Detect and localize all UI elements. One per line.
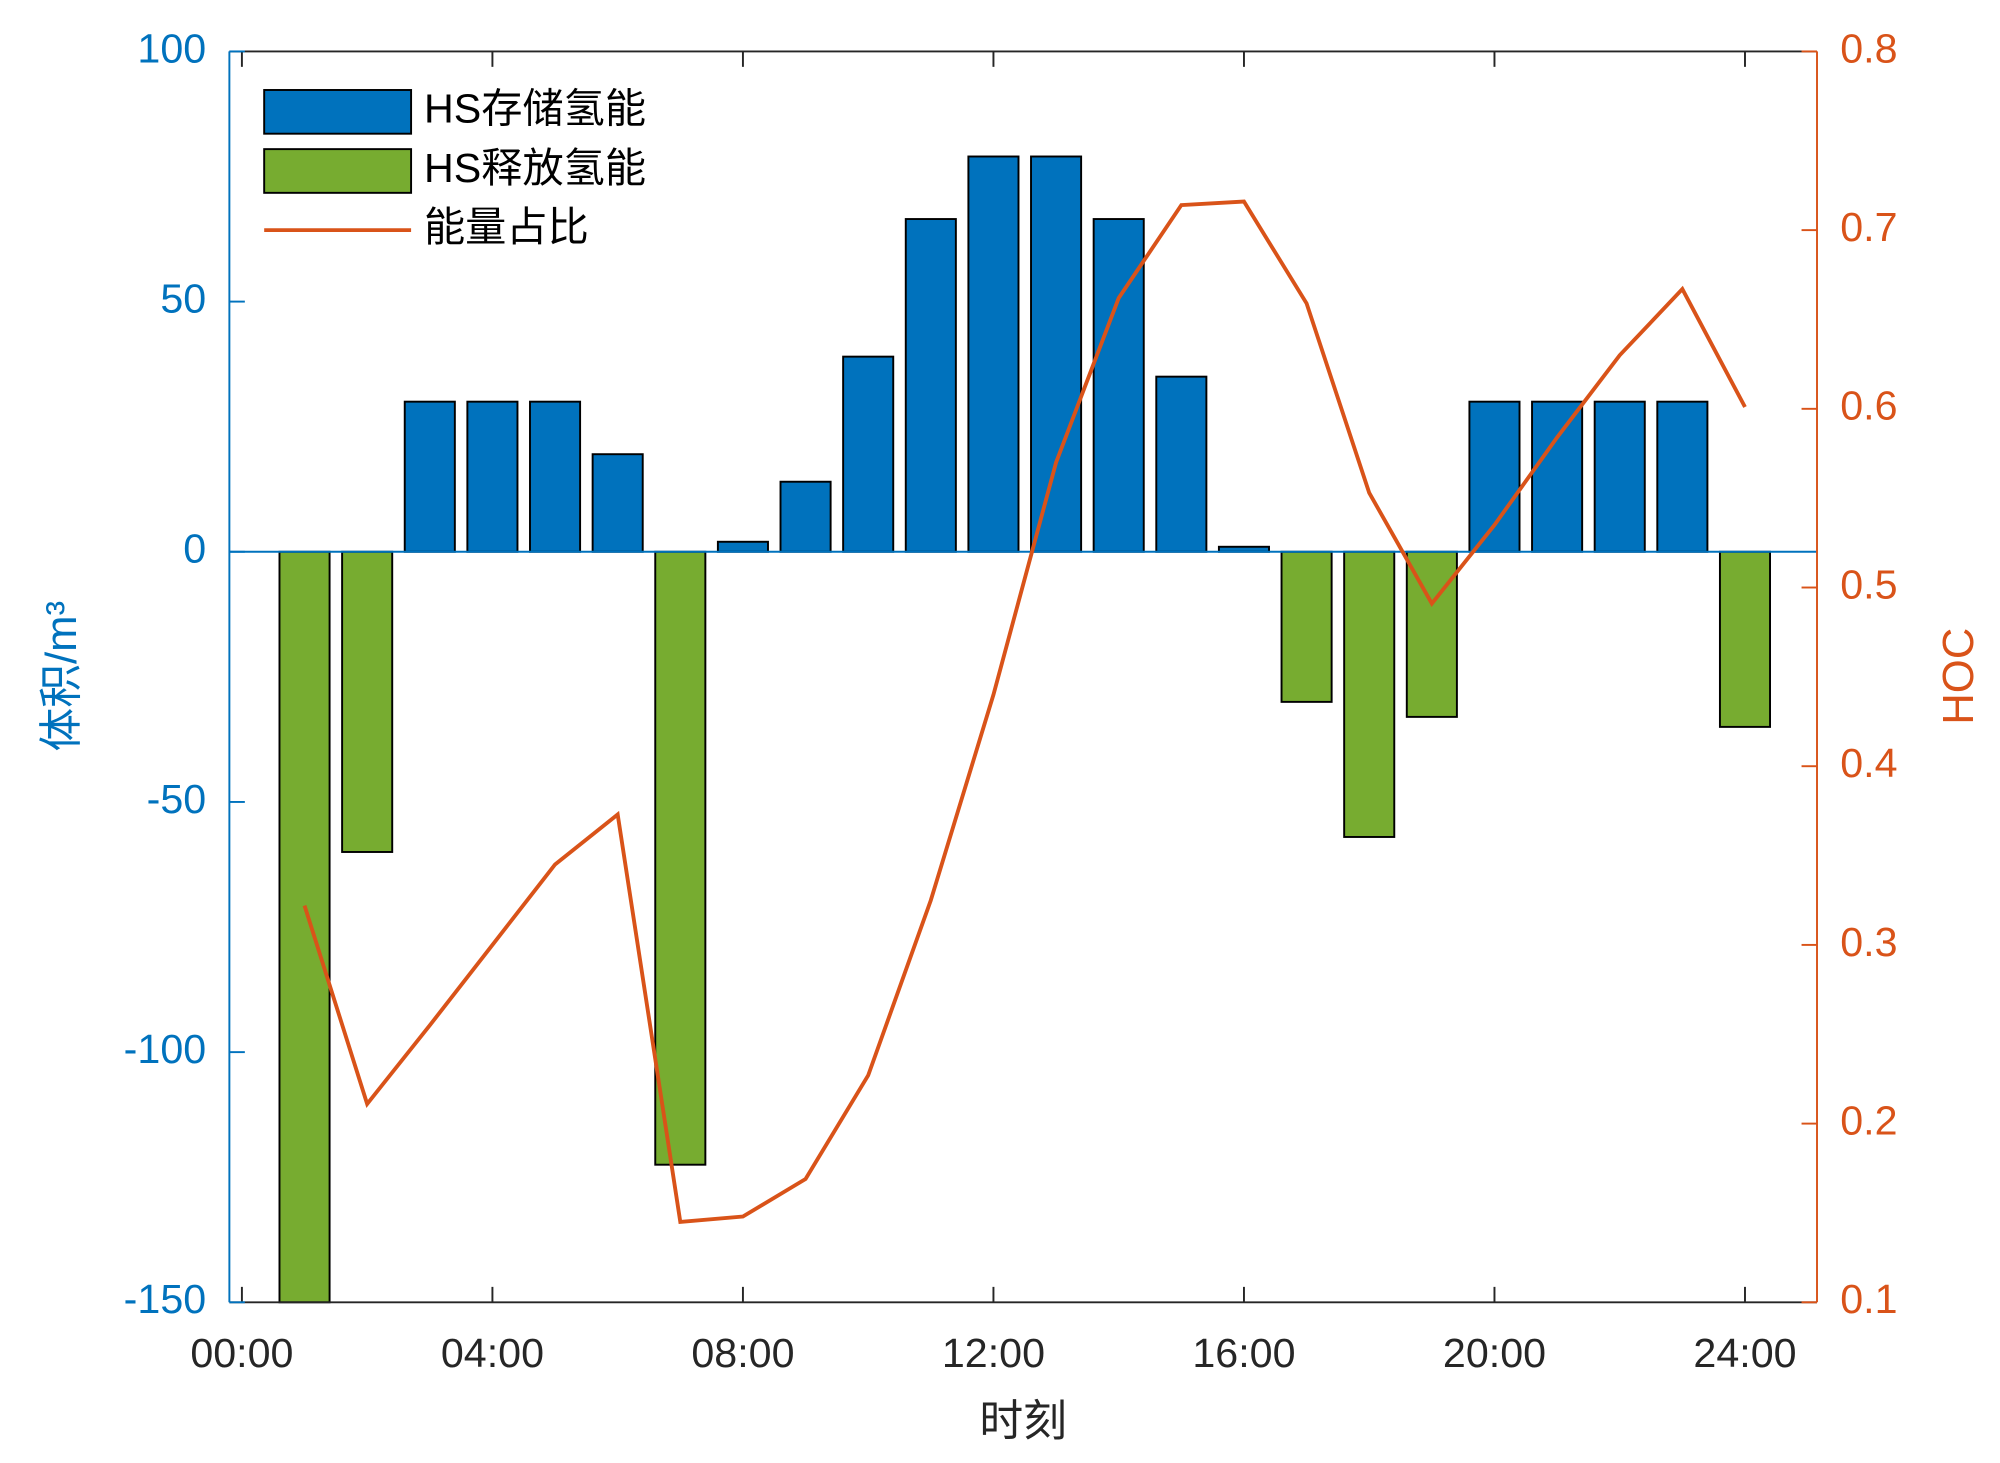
bar bbox=[1343, 550, 1396, 838]
bar bbox=[967, 155, 1020, 553]
x-tick-label: 16:00 bbox=[1192, 1330, 1295, 1376]
bar bbox=[1030, 155, 1083, 553]
y2-tick-label: 0.6 bbox=[1840, 383, 1897, 429]
y-tick-label: 0 bbox=[183, 526, 206, 572]
bar bbox=[904, 218, 957, 553]
x-tick-label: 04:00 bbox=[441, 1330, 544, 1376]
bar bbox=[1405, 550, 1458, 718]
bar bbox=[403, 400, 456, 553]
x-tick-label: 08:00 bbox=[691, 1330, 794, 1376]
bar bbox=[591, 453, 644, 553]
legend-swatch bbox=[263, 148, 413, 194]
legend-swatch bbox=[263, 89, 413, 135]
y-tick-label: -100 bbox=[124, 1026, 207, 1072]
y-tick-label: -50 bbox=[147, 776, 207, 822]
line bbox=[302, 199, 1747, 1224]
x-tick-label: 24:00 bbox=[1693, 1330, 1796, 1376]
y2-axis-label: HOC bbox=[1934, 628, 1983, 725]
y2-tick-label: 0.1 bbox=[1840, 1276, 1897, 1322]
y2-tick-label: 0.7 bbox=[1840, 204, 1897, 250]
x-axis-label: 时刻 bbox=[979, 1397, 1067, 1446]
y-axis-label: 体积/m³ bbox=[37, 601, 86, 751]
bar bbox=[654, 550, 707, 1166]
y2-tick-label: 0.8 bbox=[1840, 25, 1897, 71]
bar bbox=[716, 540, 769, 553]
bar bbox=[1593, 400, 1646, 553]
bar bbox=[779, 480, 832, 553]
bar bbox=[466, 400, 519, 553]
bar bbox=[1531, 400, 1584, 553]
bar bbox=[278, 550, 331, 1304]
legend-label: 能量占比 bbox=[424, 204, 589, 250]
x-tick-label: 20:00 bbox=[1443, 1330, 1546, 1376]
y-tick-label: 100 bbox=[137, 25, 206, 71]
y2-tick-label: 0.3 bbox=[1840, 919, 1897, 965]
x-tick-label: 00:00 bbox=[190, 1330, 293, 1376]
bar bbox=[1656, 400, 1709, 553]
bar bbox=[529, 400, 582, 553]
y2-tick-label: 0.2 bbox=[1840, 1098, 1897, 1144]
y-tick-label: -150 bbox=[124, 1276, 207, 1322]
legend-label: HS释放氢能 bbox=[424, 145, 646, 191]
y-tick-label: 50 bbox=[160, 276, 206, 322]
y2-tick-label: 0.4 bbox=[1840, 740, 1897, 786]
bar bbox=[1155, 375, 1208, 553]
x-tick-label: 12:00 bbox=[942, 1330, 1045, 1376]
y2-tick-label: 0.5 bbox=[1840, 561, 1897, 607]
legend-label: HS存储氢能 bbox=[424, 86, 646, 132]
bar bbox=[1280, 550, 1333, 703]
bar bbox=[1718, 550, 1772, 728]
bar bbox=[842, 355, 895, 553]
bar bbox=[1468, 400, 1521, 553]
bar bbox=[341, 550, 394, 853]
